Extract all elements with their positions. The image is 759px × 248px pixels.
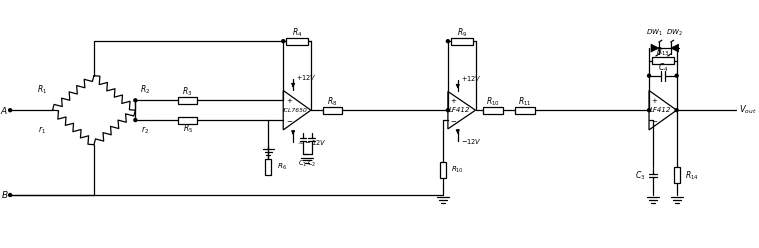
- Text: $-$: $-$: [651, 117, 659, 123]
- Text: $R_1$: $R_1$: [36, 84, 47, 96]
- Text: $r_1$: $r_1$: [38, 125, 46, 136]
- Bar: [674, 167, 679, 183]
- Text: $R_6$: $R_6$: [277, 162, 287, 172]
- Text: $R_{14}$: $R_{14}$: [685, 169, 698, 182]
- Circle shape: [446, 40, 449, 43]
- Text: $DW_2$: $DW_2$: [666, 28, 683, 38]
- Text: $+$: $+$: [651, 96, 659, 105]
- Text: LF412: LF412: [650, 107, 672, 113]
- Circle shape: [446, 109, 449, 112]
- Text: $-$: $-$: [450, 117, 458, 123]
- Text: $+12V$: $+12V$: [461, 74, 482, 83]
- Text: $A$: $A$: [0, 105, 8, 116]
- Bar: [652, 58, 674, 64]
- Bar: [483, 107, 503, 114]
- Bar: [451, 38, 473, 45]
- Text: $+$: $+$: [285, 96, 293, 105]
- Text: $R_{10}$: $R_{10}$: [451, 165, 464, 175]
- Circle shape: [8, 193, 11, 196]
- Text: $C_3$: $C_3$: [635, 169, 645, 182]
- Text: $r_2$: $r_2$: [141, 125, 150, 136]
- Text: ICL7650: ICL7650: [282, 108, 307, 113]
- Text: $R_{13}$: $R_{13}$: [656, 46, 669, 58]
- Text: $R_{11}$: $R_{11}$: [518, 95, 531, 108]
- Text: $R_3$: $R_3$: [182, 85, 193, 98]
- Circle shape: [676, 109, 678, 112]
- Text: $V_{out}$: $V_{out}$: [739, 104, 756, 117]
- Circle shape: [647, 74, 650, 77]
- Text: $C_1$: $C_1$: [298, 158, 307, 169]
- Text: $\sim\!-12V$: $\sim\!-12V$: [296, 138, 326, 147]
- Circle shape: [676, 74, 678, 77]
- Bar: [440, 162, 446, 178]
- Text: LF412: LF412: [449, 107, 471, 113]
- Bar: [515, 107, 534, 114]
- Text: $-12V$: $-12V$: [461, 137, 482, 146]
- Text: $R_5$: $R_5$: [182, 123, 193, 135]
- Text: $R_2$: $R_2$: [140, 84, 150, 96]
- Text: $R_9$: $R_9$: [457, 26, 467, 38]
- Text: $R_4$: $R_4$: [292, 26, 302, 38]
- Text: $R_8$: $R_8$: [327, 95, 338, 108]
- Circle shape: [282, 40, 285, 43]
- Text: $DW_1$: $DW_1$: [647, 28, 663, 38]
- Text: $-$: $-$: [285, 117, 293, 123]
- Polygon shape: [651, 44, 659, 52]
- Circle shape: [8, 109, 11, 112]
- Text: $+$: $+$: [450, 96, 458, 105]
- Circle shape: [647, 109, 650, 112]
- Text: $+12V$: $+12V$: [296, 73, 317, 82]
- Polygon shape: [671, 44, 679, 52]
- Bar: [323, 107, 342, 114]
- Bar: [178, 97, 197, 104]
- Circle shape: [134, 119, 137, 122]
- Circle shape: [134, 99, 137, 102]
- Bar: [178, 117, 197, 124]
- Bar: [286, 38, 308, 45]
- Bar: [266, 159, 272, 175]
- Text: $B$: $B$: [1, 189, 8, 200]
- Text: $C_2$: $C_2$: [307, 158, 317, 169]
- Text: $R_{10}$: $R_{10}$: [487, 95, 500, 108]
- Text: $C_4$: $C_4$: [657, 62, 668, 74]
